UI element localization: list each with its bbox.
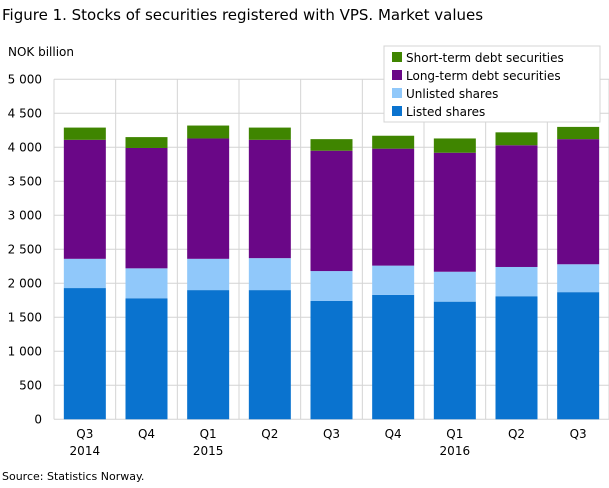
bar-segment-long-term-debt-securities bbox=[433, 152, 476, 272]
y-tick-label: 1 500 bbox=[8, 310, 42, 324]
y-tick-label: 3 000 bbox=[8, 208, 42, 222]
legend-label: Long-term debt securities bbox=[406, 69, 561, 83]
bar-segment-listed-shares bbox=[125, 298, 168, 420]
bar-segment-listed-shares bbox=[310, 300, 353, 420]
bar-segment-short-term-debt-securities bbox=[187, 125, 230, 139]
bar-segment-short-term-debt-securities bbox=[310, 139, 353, 151]
x-tick-label: Q1 bbox=[446, 427, 463, 441]
chart-title: Figure 1. Stocks of securities registere… bbox=[2, 6, 484, 24]
x-tick-label: Q2 bbox=[261, 427, 278, 441]
bar-segment-listed-shares bbox=[495, 296, 538, 420]
bar-segment-unlisted-shares bbox=[187, 258, 230, 291]
x-tick-label: Q2 bbox=[508, 427, 525, 441]
x-tick-label: Q4 bbox=[385, 427, 402, 441]
bar-segment-long-term-debt-securities bbox=[557, 139, 600, 265]
y-tick-label: 0 bbox=[34, 412, 42, 426]
source-note: Source: Statistics Norway. bbox=[2, 470, 145, 483]
bar-segment-unlisted-shares bbox=[125, 268, 168, 299]
bar-segment-long-term-debt-securities bbox=[310, 150, 353, 272]
bar-segment-listed-shares bbox=[433, 301, 476, 420]
bar-segment-unlisted-shares bbox=[557, 264, 600, 293]
y-tick-label: 2 500 bbox=[8, 242, 42, 256]
y-tick-label: 1 000 bbox=[8, 344, 42, 358]
legend-swatch bbox=[392, 70, 402, 80]
x-tick-label: Q3 bbox=[323, 427, 340, 441]
x-tick-label: Q4 bbox=[138, 427, 155, 441]
bar-segment-unlisted-shares bbox=[248, 258, 291, 291]
bar-segment-unlisted-shares bbox=[433, 271, 476, 302]
bar-segment-short-term-debt-securities bbox=[248, 127, 291, 140]
y-tick-label: 500 bbox=[19, 378, 42, 392]
bar-segment-short-term-debt-securities bbox=[125, 137, 168, 148]
bar-segment-long-term-debt-securities bbox=[248, 139, 291, 259]
y-tick-label: 5 000 bbox=[8, 72, 42, 86]
legend-label: Unlisted shares bbox=[406, 87, 498, 101]
y-tick-label: 4 000 bbox=[8, 140, 42, 154]
bar-segment-listed-shares bbox=[372, 294, 415, 420]
bar-segment-unlisted-shares bbox=[372, 265, 415, 295]
x-tick-label: Q3 bbox=[76, 427, 93, 441]
legend-swatch bbox=[392, 106, 402, 116]
bar-segment-long-term-debt-securities bbox=[495, 145, 538, 267]
legend-label: Short-term debt securities bbox=[406, 51, 564, 65]
bar-segment-long-term-debt-securities bbox=[63, 139, 106, 259]
bar-segment-short-term-debt-securities bbox=[372, 135, 415, 149]
bar-segment-short-term-debt-securities bbox=[433, 138, 476, 153]
bar-segment-listed-shares bbox=[557, 292, 600, 420]
x-tick-year: 2014 bbox=[70, 444, 101, 458]
bar-segment-long-term-debt-securities bbox=[187, 138, 230, 259]
bar-segment-long-term-debt-securities bbox=[125, 147, 168, 269]
stacked-bar-chart: NOK billion 0 500 1 000 1 500 2 000 2 500 3 000… bbox=[8, 45, 609, 458]
legend-swatch bbox=[392, 52, 402, 62]
bar-segment-short-term-debt-securities bbox=[495, 132, 538, 146]
bar-segment-short-term-debt-securities bbox=[557, 126, 600, 140]
y-tick-label: 2 000 bbox=[8, 276, 42, 290]
x-tick-year: 2016 bbox=[440, 444, 471, 458]
bar-segment-listed-shares bbox=[63, 288, 106, 420]
x-tick-year: 2015 bbox=[193, 444, 224, 458]
legend-swatch bbox=[392, 88, 402, 98]
y-tick-label: 3 500 bbox=[8, 174, 42, 188]
bar-segment-short-term-debt-securities bbox=[63, 127, 106, 140]
legend-label: Listed shares bbox=[406, 105, 485, 119]
bar-segment-listed-shares bbox=[187, 290, 230, 420]
bar-segment-long-term-debt-securities bbox=[372, 148, 415, 266]
y-tick-label: 4 500 bbox=[8, 106, 42, 120]
y-axis-label: NOK billion bbox=[8, 45, 74, 59]
bar-segment-unlisted-shares bbox=[63, 258, 106, 289]
legend-box bbox=[383, 45, 601, 123]
x-tick-label: Q3 bbox=[570, 427, 587, 441]
x-tick-label: Q1 bbox=[200, 427, 217, 441]
bar-segment-unlisted-shares bbox=[310, 271, 353, 301]
bar-segment-listed-shares bbox=[248, 290, 291, 420]
bar-segment-unlisted-shares bbox=[495, 266, 538, 297]
